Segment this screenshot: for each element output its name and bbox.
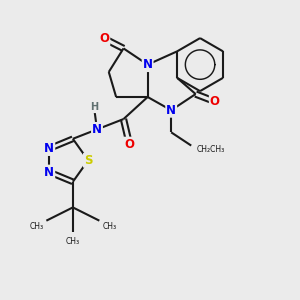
Text: S: S (84, 154, 92, 167)
Text: CH₂CH₃: CH₂CH₃ (196, 145, 225, 154)
Text: CH₃: CH₃ (29, 222, 44, 231)
Text: N: N (142, 58, 153, 71)
Text: CH₃: CH₃ (102, 222, 116, 231)
Text: O: O (210, 95, 220, 108)
Text: N: N (166, 104, 176, 117)
Text: O: O (124, 138, 134, 151)
Text: CH₃: CH₃ (66, 237, 80, 246)
Text: H: H (90, 102, 98, 112)
Text: N: N (92, 123, 102, 136)
Text: O: O (99, 32, 110, 45)
Text: N: N (44, 142, 54, 155)
Text: N: N (44, 166, 54, 178)
